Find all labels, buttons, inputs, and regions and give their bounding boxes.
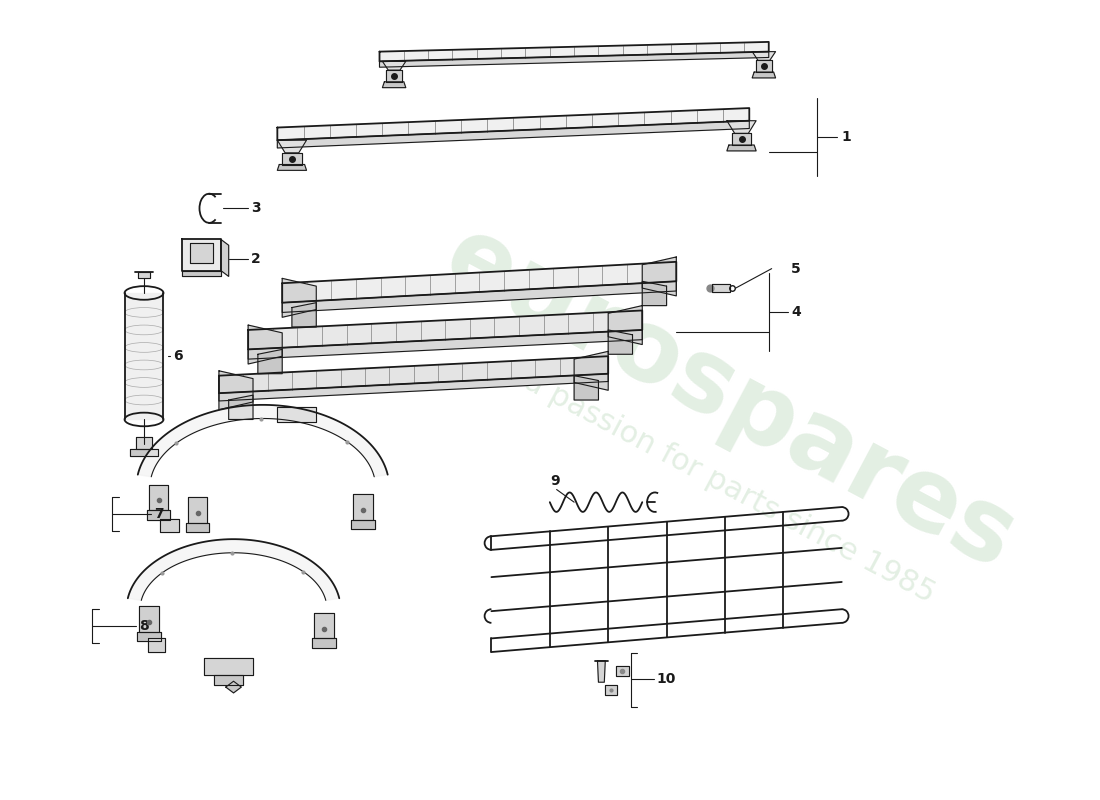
- Polygon shape: [756, 60, 772, 72]
- Polygon shape: [147, 638, 165, 652]
- Polygon shape: [182, 239, 221, 270]
- Polygon shape: [205, 658, 253, 675]
- Polygon shape: [312, 638, 336, 648]
- Text: 6: 6: [173, 350, 183, 363]
- Polygon shape: [283, 282, 676, 313]
- Polygon shape: [732, 134, 751, 145]
- Polygon shape: [574, 376, 598, 400]
- Polygon shape: [713, 284, 729, 292]
- Polygon shape: [351, 520, 375, 530]
- Text: 3: 3: [251, 202, 261, 215]
- Polygon shape: [752, 72, 776, 78]
- Text: eurospares: eurospares: [428, 209, 1032, 591]
- Polygon shape: [608, 330, 632, 354]
- Polygon shape: [597, 661, 605, 682]
- Polygon shape: [379, 52, 769, 67]
- Polygon shape: [229, 395, 253, 419]
- Polygon shape: [188, 498, 207, 522]
- Polygon shape: [277, 121, 749, 148]
- Polygon shape: [752, 52, 776, 60]
- Text: 9: 9: [550, 474, 560, 487]
- Polygon shape: [131, 449, 157, 457]
- Text: 8: 8: [140, 618, 148, 633]
- Polygon shape: [574, 351, 608, 390]
- Polygon shape: [616, 666, 628, 676]
- Polygon shape: [277, 140, 307, 153]
- Text: 2: 2: [251, 252, 261, 266]
- Polygon shape: [283, 153, 301, 165]
- Polygon shape: [249, 310, 642, 350]
- Polygon shape: [383, 62, 406, 70]
- Polygon shape: [226, 682, 241, 693]
- Polygon shape: [727, 121, 756, 134]
- Polygon shape: [283, 262, 676, 302]
- Polygon shape: [315, 613, 333, 638]
- Polygon shape: [186, 522, 209, 532]
- Polygon shape: [642, 282, 667, 306]
- Polygon shape: [214, 675, 243, 685]
- Polygon shape: [257, 350, 283, 374]
- Text: 1: 1: [842, 130, 851, 144]
- Polygon shape: [160, 518, 179, 532]
- Polygon shape: [608, 306, 642, 345]
- Text: 4: 4: [791, 306, 801, 319]
- Text: a passion for parts since 1985: a passion for parts since 1985: [519, 366, 940, 609]
- Text: 5: 5: [791, 262, 801, 276]
- Polygon shape: [138, 631, 161, 642]
- Polygon shape: [147, 510, 170, 520]
- Polygon shape: [249, 330, 642, 359]
- Polygon shape: [292, 302, 317, 327]
- Polygon shape: [386, 70, 402, 82]
- Polygon shape: [219, 371, 253, 410]
- Polygon shape: [219, 374, 608, 401]
- Polygon shape: [605, 685, 617, 695]
- Polygon shape: [642, 257, 676, 296]
- Polygon shape: [128, 539, 339, 600]
- Polygon shape: [277, 407, 317, 422]
- Polygon shape: [727, 145, 756, 151]
- Polygon shape: [136, 437, 152, 449]
- Polygon shape: [148, 485, 168, 510]
- Polygon shape: [139, 271, 150, 278]
- Polygon shape: [221, 239, 229, 277]
- Polygon shape: [379, 42, 769, 62]
- Polygon shape: [138, 405, 387, 477]
- Polygon shape: [182, 270, 221, 277]
- Polygon shape: [124, 293, 164, 419]
- Polygon shape: [190, 243, 213, 262]
- Text: 10: 10: [657, 672, 676, 686]
- Polygon shape: [277, 108, 749, 140]
- Polygon shape: [249, 325, 283, 364]
- Polygon shape: [140, 606, 158, 631]
- Polygon shape: [277, 165, 307, 170]
- Polygon shape: [283, 278, 317, 318]
- Text: 7: 7: [154, 507, 164, 521]
- Polygon shape: [383, 82, 406, 88]
- Polygon shape: [219, 356, 608, 393]
- Polygon shape: [353, 494, 373, 520]
